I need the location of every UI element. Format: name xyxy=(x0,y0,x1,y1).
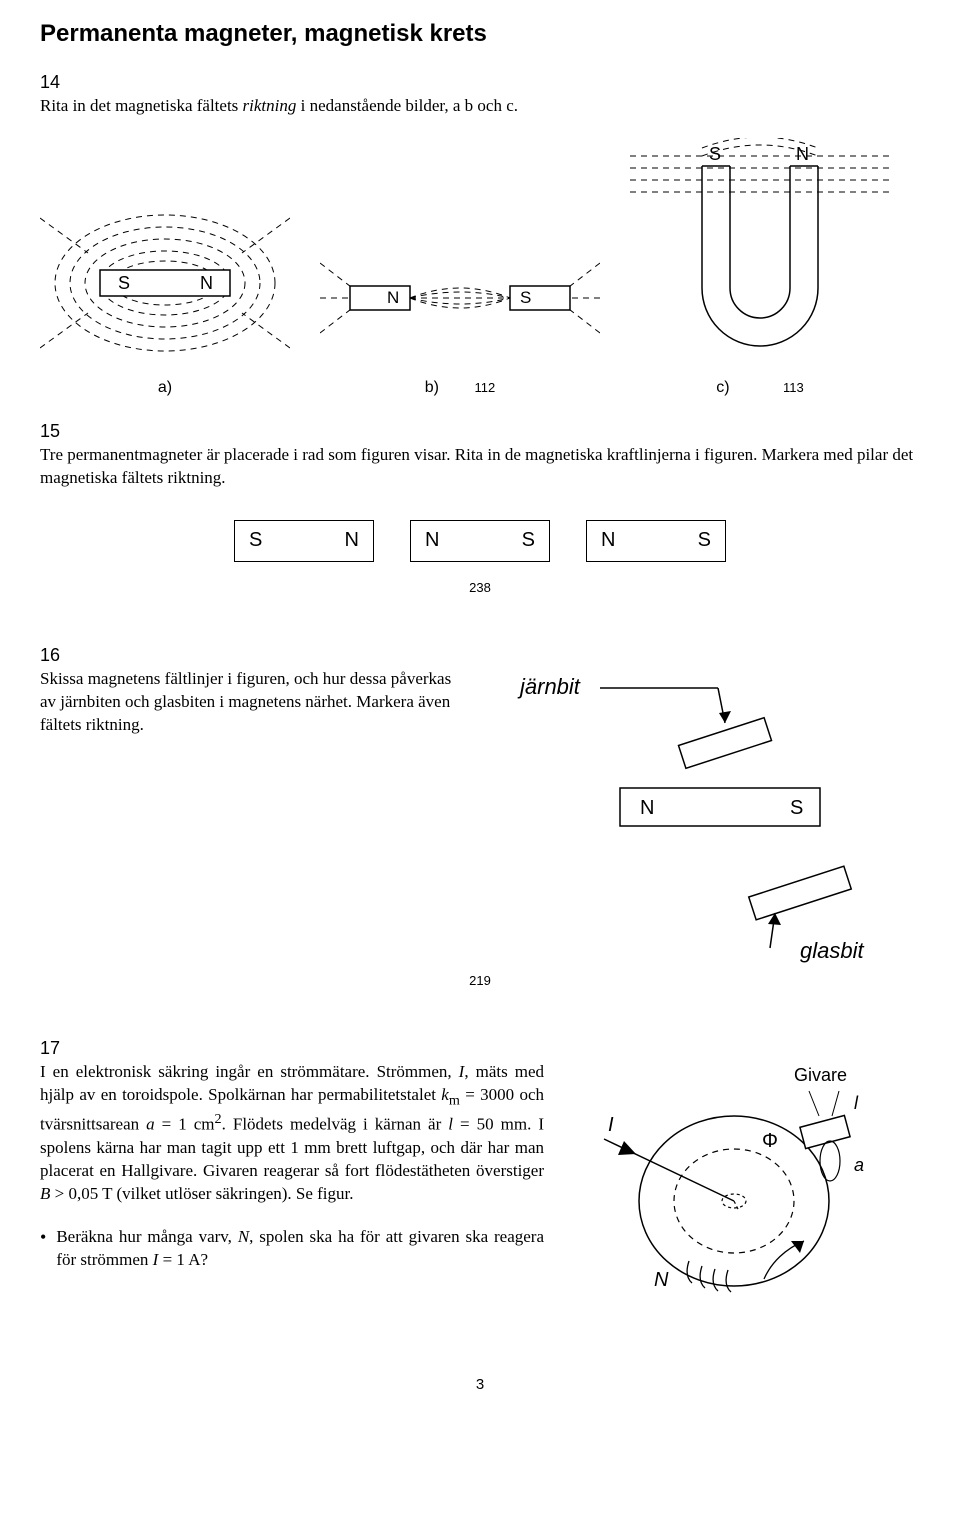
q16-text: Skissa magnetens fältlinjer i figuren, o… xyxy=(40,668,460,737)
fig-a-N: N xyxy=(200,273,213,293)
q14-text-a: Rita in det magnetiska fältets xyxy=(40,96,243,115)
t9: . Flödets medelväg i kärnan är xyxy=(222,1115,449,1134)
t7: = 1 cm xyxy=(155,1115,215,1134)
q16-svg: järnbit N S glasbit xyxy=(500,668,880,968)
q14-fig-a: S N a) xyxy=(40,198,290,397)
glasbit-label: glasbit xyxy=(800,938,864,963)
q14-b-label: b) xyxy=(425,379,439,396)
q15-text: Tre permanentmagneter är placerade i rad… xyxy=(40,444,920,490)
q17-block: I en elektronisk säkring ingår en strömm… xyxy=(40,1061,920,1326)
q14-number: 14 xyxy=(40,72,920,93)
q14-text-b: i nedanstående bilder, a b och c. xyxy=(296,96,518,115)
q16-S: S xyxy=(790,797,803,819)
fig-c-N: N xyxy=(796,144,809,164)
givare-label: Givare xyxy=(794,1065,847,1085)
fig-b-svg: N S xyxy=(320,228,600,368)
q15-mag-1-r: N xyxy=(345,529,359,552)
q15-mag-3: N S xyxy=(586,520,726,562)
q17-bullet-text: Beräkna hur många varv, N, spolen ska ha… xyxy=(56,1226,544,1272)
jarnbit-label: järnbit xyxy=(517,674,581,699)
q16-fignum: 219 xyxy=(40,973,920,988)
q17-svg: Givare l a I Φ xyxy=(584,1061,884,1321)
q14-c-label: c) xyxy=(716,379,729,396)
q17-bullet: • Beräkna hur många varv, N, spolen ska … xyxy=(40,1226,544,1272)
q14-fig-b: N S b) 112 xyxy=(320,228,600,397)
fig-a-svg: S N xyxy=(40,198,290,368)
t12: B xyxy=(40,1184,50,1203)
fig-c-S: S xyxy=(709,144,721,164)
fig-b-S: S xyxy=(520,288,531,307)
t4: m xyxy=(449,1092,460,1108)
fig-c-svg: S N xyxy=(630,138,890,368)
q15-mag-2-r: S xyxy=(522,529,535,552)
q15-mag-1-l: S xyxy=(249,529,262,552)
fig-a-S: S xyxy=(118,273,130,293)
q14-b-num: 112 xyxy=(475,380,496,395)
q15-mag-3-r: S xyxy=(698,529,711,552)
q14-text-italic: riktning xyxy=(243,96,297,115)
page-title: Permanenta magneter, magnetisk krets xyxy=(40,20,920,48)
q14-fig-c: S N c) 113 xyxy=(630,138,890,397)
phi-label: Φ xyxy=(762,1130,778,1152)
q14-text: Rita in det magnetiska fältets riktning … xyxy=(40,95,920,118)
b4: = 1 A? xyxy=(158,1250,208,1269)
page-number: 3 xyxy=(40,1376,920,1393)
q16-block: Skissa magnetens fältlinjer i figuren, o… xyxy=(40,668,920,973)
q15-mag-2-l: N xyxy=(425,529,439,552)
bullet-dot: • xyxy=(40,1226,46,1272)
q15-mag-3-l: N xyxy=(601,529,615,552)
q15-mag-2: N S xyxy=(410,520,550,562)
q17-number: 17 xyxy=(40,1038,920,1059)
q14-figures: S N a) N S b) xyxy=(40,138,920,397)
q15-number: 15 xyxy=(40,421,920,442)
t8: 2 xyxy=(215,1111,222,1127)
q15-fignum: 238 xyxy=(40,580,920,595)
t6: a xyxy=(146,1115,155,1134)
fig-b-N: N xyxy=(387,288,399,307)
b1: N xyxy=(238,1227,249,1246)
N-label: N xyxy=(654,1269,669,1291)
t13: > 0,05 T (vilket utlöser säkringen). Se … xyxy=(50,1184,353,1203)
t0: I en elektronisk säkring ingår en strömm… xyxy=(40,1062,459,1081)
t3: k xyxy=(441,1085,449,1104)
q15-mag-1: S N xyxy=(234,520,374,562)
q14-c-num: 113 xyxy=(783,380,804,395)
q16-N: N xyxy=(640,797,654,819)
q14-a-label: a) xyxy=(40,379,290,397)
q17-text: I en elektronisk säkring ingår en strömm… xyxy=(40,1061,544,1206)
q15-magnets: S N N S N S xyxy=(40,520,920,562)
l-label: l xyxy=(854,1093,859,1113)
a-label: a xyxy=(854,1155,864,1175)
b0: Beräkna hur många varv, xyxy=(56,1227,238,1246)
I-label: I xyxy=(608,1114,614,1136)
q16-number: 16 xyxy=(40,645,920,666)
